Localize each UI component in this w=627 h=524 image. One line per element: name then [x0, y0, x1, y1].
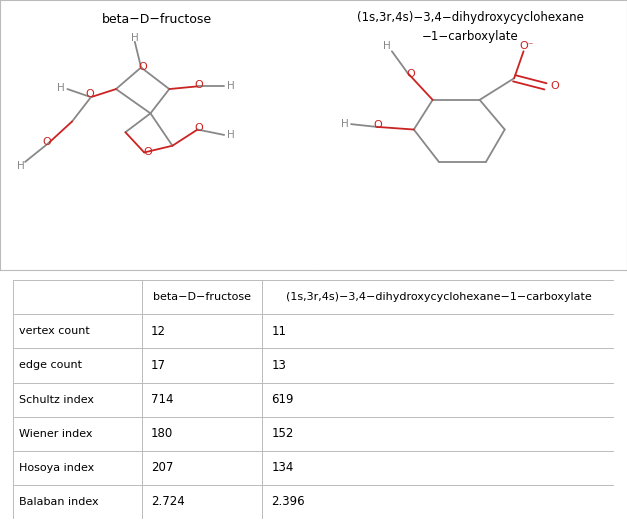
- Text: H: H: [57, 83, 65, 93]
- Text: 11: 11: [271, 325, 287, 338]
- Text: H: H: [226, 130, 234, 140]
- Text: O⁻: O⁻: [519, 41, 534, 51]
- Text: beta−D−fructose: beta−D−fructose: [102, 14, 212, 27]
- Text: O: O: [195, 123, 203, 133]
- Text: (1s,3r,4s)−3,4−dihydroxycyclohexane: (1s,3r,4s)−3,4−dihydroxycyclohexane: [357, 11, 584, 24]
- Text: H: H: [16, 161, 24, 171]
- Text: Wiener index: Wiener index: [19, 429, 92, 439]
- Text: 152: 152: [271, 427, 293, 440]
- Text: O: O: [143, 147, 152, 158]
- Text: H: H: [131, 33, 139, 43]
- Text: O: O: [43, 137, 51, 147]
- Text: Schultz index: Schultz index: [19, 395, 93, 405]
- Text: 2.724: 2.724: [151, 495, 185, 508]
- Text: O: O: [139, 62, 147, 72]
- Text: 2.396: 2.396: [271, 495, 305, 508]
- Text: Hosoya index: Hosoya index: [19, 463, 94, 473]
- Text: edge count: edge count: [19, 361, 82, 370]
- Text: H: H: [226, 81, 234, 91]
- Text: 180: 180: [151, 427, 173, 440]
- Text: beta−D−fructose: beta−D−fructose: [153, 292, 251, 302]
- Text: 714: 714: [151, 393, 174, 406]
- Text: O: O: [406, 69, 415, 79]
- Text: Balaban index: Balaban index: [19, 497, 98, 507]
- Text: H: H: [383, 41, 391, 51]
- Text: O: O: [374, 121, 382, 130]
- Text: −1−carboxylate: −1−carboxylate: [422, 30, 519, 42]
- Text: 13: 13: [271, 359, 287, 372]
- Text: vertex count: vertex count: [19, 326, 89, 336]
- Text: 207: 207: [151, 461, 173, 474]
- Text: O: O: [195, 80, 203, 90]
- Text: 12: 12: [151, 325, 166, 338]
- Text: 619: 619: [271, 393, 294, 406]
- Text: 134: 134: [271, 461, 293, 474]
- Text: (1s,3r,4s)−3,4−dihydroxycyclohexane−1−carboxylate: (1s,3r,4s)−3,4−dihydroxycyclohexane−1−ca…: [285, 292, 591, 302]
- Text: O: O: [85, 90, 93, 100]
- Text: O: O: [551, 81, 559, 91]
- Text: H: H: [341, 119, 349, 129]
- Text: 17: 17: [151, 359, 166, 372]
